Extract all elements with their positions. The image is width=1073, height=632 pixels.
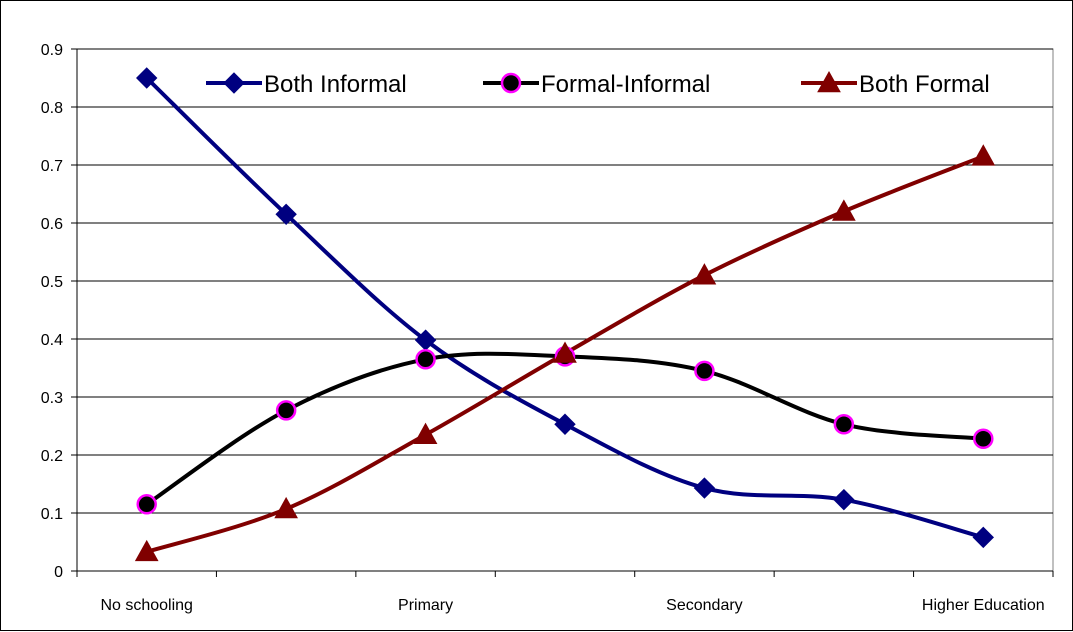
legend-marker — [817, 70, 841, 93]
y-tick-label: 0 — [54, 564, 63, 581]
y-tick-label: 0.3 — [41, 390, 63, 407]
data-point-1 — [415, 349, 436, 370]
x-tick-label: Primary — [398, 597, 453, 614]
data-point-2 — [274, 496, 298, 519]
data-point-2 — [692, 263, 717, 285]
gridlines — [76, 48, 1054, 572]
legend: Both Informal Formal-Informal Both Formal — [206, 70, 990, 98]
y-tick-label: 0.4 — [41, 332, 63, 349]
y-tick-label: 0.5 — [41, 274, 63, 291]
data-point-2 — [134, 539, 159, 562]
series-markers — [134, 67, 996, 562]
data-point-2 — [971, 144, 996, 166]
legend-marker — [500, 72, 522, 94]
y-tick-label: 0.7 — [41, 158, 63, 175]
y-tick-label: 0.6 — [41, 216, 63, 233]
legend-label: Formal-Informal — [541, 71, 710, 98]
y-tick-label: 0.1 — [41, 506, 63, 523]
data-point-1 — [694, 360, 715, 382]
x-tick-label: No schooling — [100, 597, 193, 614]
legend-label: Both Informal — [264, 71, 407, 98]
data-point-0 — [972, 526, 994, 549]
series-lines — [144, 76, 986, 554]
data-point-2 — [832, 199, 856, 221]
data-point-2 — [553, 341, 577, 363]
plot-area — [76, 48, 1054, 572]
x-tick-label: Secondary — [666, 597, 743, 614]
data-point-1 — [136, 494, 157, 515]
data-point-1 — [833, 414, 855, 435]
legend-item-0: Both Informal — [206, 71, 407, 98]
y-tick-label: 0.8 — [41, 100, 63, 117]
y-tick-label: 0.2 — [41, 448, 63, 465]
data-point-0 — [693, 477, 716, 499]
data-point-1 — [275, 400, 297, 421]
data-point-0 — [833, 488, 855, 511]
y-tick-label: 0.9 — [41, 42, 63, 59]
data-point-0 — [275, 203, 297, 226]
x-tick-label: Higher Education — [922, 597, 1045, 614]
data-point-1 — [973, 428, 994, 450]
legend-label: Both Formal — [859, 71, 990, 98]
data-point-0 — [554, 413, 576, 435]
data-point-2 — [413, 422, 438, 444]
axes: 0 0.1 0.2 0.3 0.4 0.5 0.6 0.7 0.8 0.9 No schooling… — [41, 42, 1054, 614]
legend-item-2: Both Formal — [801, 70, 990, 98]
legend-item-1: Formal-Informal — [483, 71, 710, 98]
legend-marker — [223, 72, 245, 94]
series-line-0 — [144, 76, 986, 540]
data-point-0 — [136, 67, 158, 89]
